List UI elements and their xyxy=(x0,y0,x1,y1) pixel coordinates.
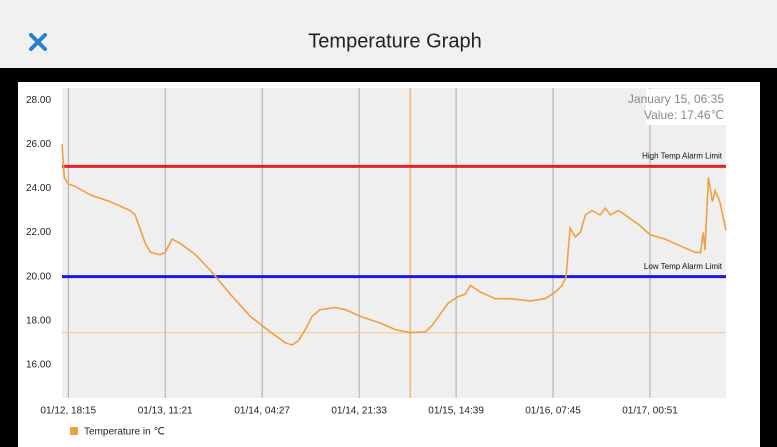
y-tick-label: 20.00 xyxy=(26,271,51,282)
x-tick-label: 01/13, 11:21 xyxy=(138,406,193,417)
plot-area xyxy=(62,88,726,398)
y-tick-label: 16.00 xyxy=(26,360,51,371)
legend-label: Temperature in ℃ xyxy=(84,427,165,438)
legend-swatch xyxy=(70,427,78,435)
y-tick-label: 26.00 xyxy=(26,139,51,150)
x-tick-label: 01/16, 07:45 xyxy=(525,406,581,417)
temperature-line xyxy=(61,144,727,346)
x-tick-label: 01/14, 04:27 xyxy=(234,406,290,417)
close-button[interactable] xyxy=(29,33,47,51)
dialog-title: Temperature Graph xyxy=(308,30,481,52)
x-tick-label: 01/15, 14:39 xyxy=(428,406,484,417)
tooltip-value: Value: 17.46℃ xyxy=(644,108,724,122)
tooltip-title: January 15, 06:35 xyxy=(628,92,724,106)
x-tick-label: 01/12, 18:15 xyxy=(40,406,96,417)
alarm-limit-label: Low Temp Alarm Limit xyxy=(644,262,723,271)
y-tick-label: 24.00 xyxy=(26,183,51,194)
x-tick-label: 01/17, 00:51 xyxy=(622,406,678,417)
y-tick-label: 28.00 xyxy=(26,95,51,106)
y-tick-label: 22.00 xyxy=(26,227,51,238)
header-bar xyxy=(0,0,777,68)
y-tick-label: 18.00 xyxy=(26,315,51,326)
tooltip-box xyxy=(646,89,726,125)
alarm-limit-label: High Temp Alarm Limit xyxy=(642,151,723,160)
x-tick-label: 01/14, 21:33 xyxy=(331,406,387,417)
